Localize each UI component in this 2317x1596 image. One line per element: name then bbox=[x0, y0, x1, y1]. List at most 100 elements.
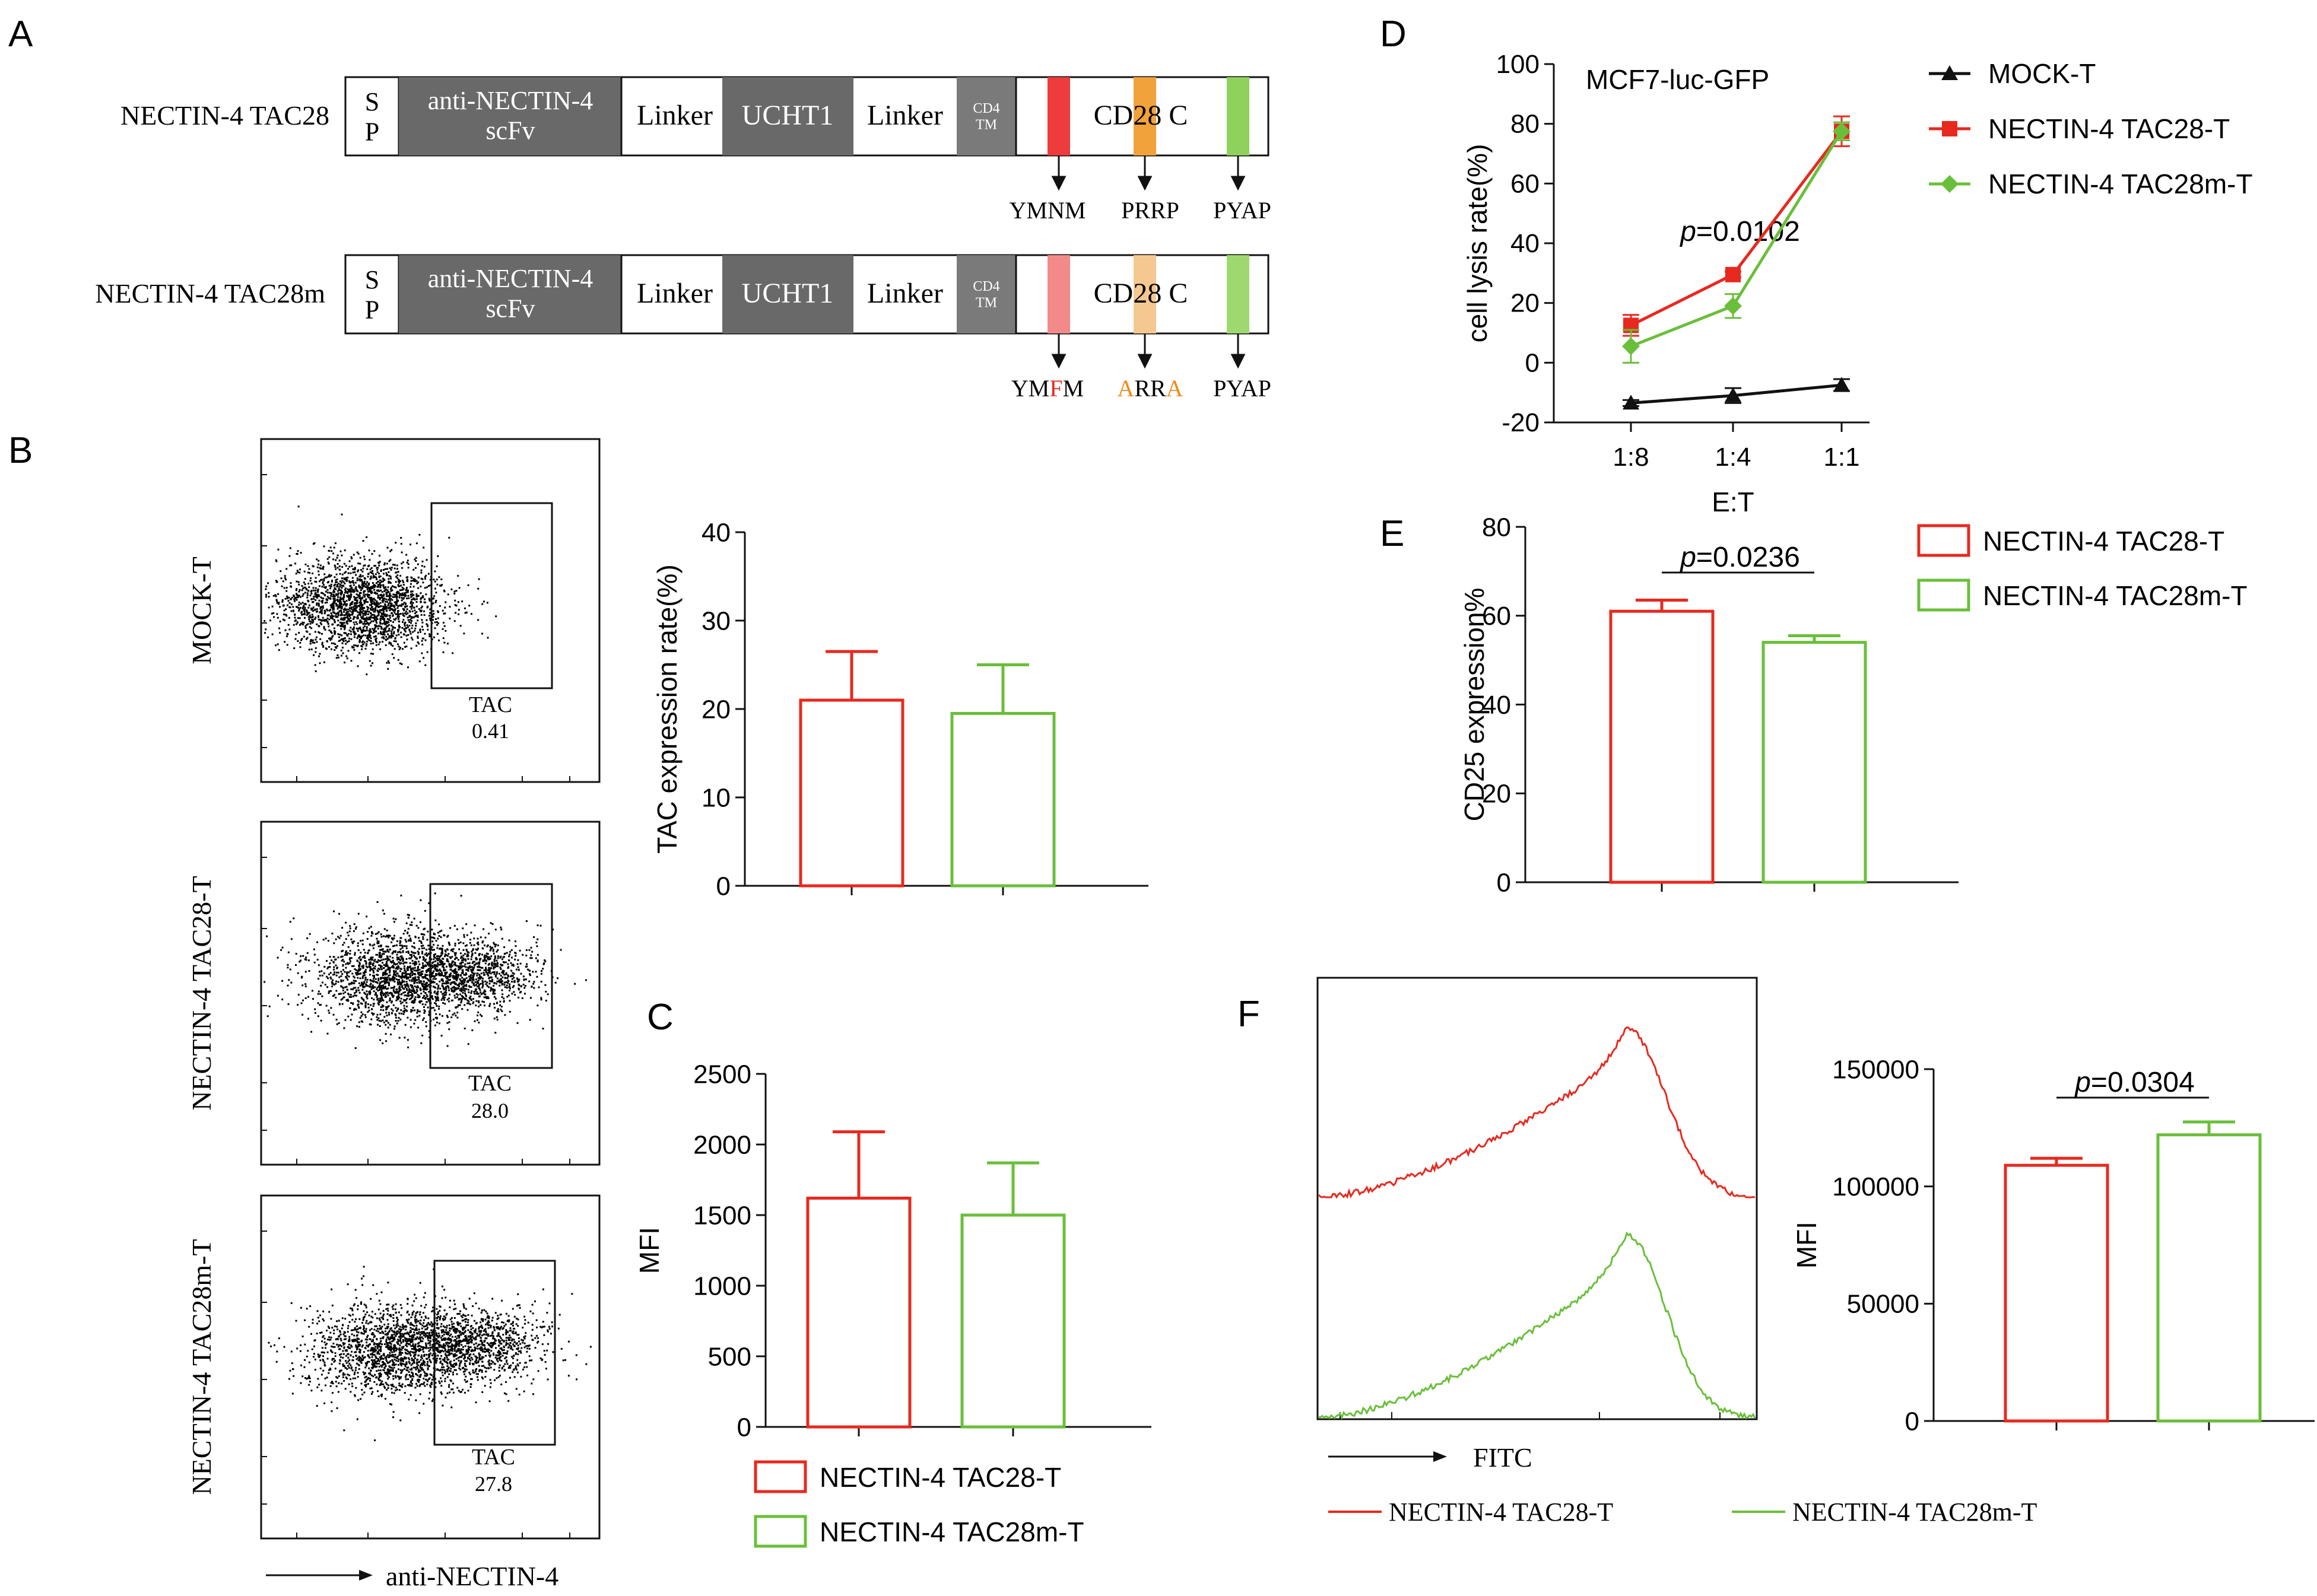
fitc-histogram: FITC NECTIN-4 TAC28-T NECTIN-4 TAC28m-T bbox=[1316, 977, 2037, 1527]
legend-label: NECTIN-4 TAC28-T bbox=[1389, 1498, 1613, 1527]
data-point bbox=[1941, 65, 1958, 80]
legend-swatch bbox=[1917, 524, 1970, 557]
chart-title: MCF7-luc-GFP bbox=[1586, 64, 1769, 95]
bar bbox=[1761, 641, 1867, 884]
y-axis-label: CD25 expression% bbox=[1459, 588, 1490, 822]
ucht1-label: UCHT1 bbox=[742, 278, 834, 309]
ucht1-domain bbox=[722, 77, 853, 155]
bar bbox=[950, 711, 1056, 888]
y-tick-label: 150000 bbox=[1832, 1055, 1919, 1084]
prrp-motif-bar bbox=[1134, 77, 1156, 155]
tm-domain bbox=[957, 77, 1016, 155]
legend-label: MOCK-T bbox=[1988, 58, 2096, 89]
x-tick-label: 1:4 bbox=[1715, 443, 1751, 472]
y-tick-label: 0 bbox=[716, 872, 731, 901]
motif-prrp: PRRP bbox=[1121, 197, 1179, 224]
y-tick-label: 500 bbox=[708, 1342, 751, 1371]
arra-motif-bar bbox=[1134, 255, 1156, 333]
legend-label: NECTIN-4 TAC28m-T bbox=[1983, 580, 2248, 611]
data-point bbox=[1942, 121, 1957, 136]
gate-label: TAC bbox=[469, 692, 512, 717]
series-1 bbox=[1623, 115, 1850, 337]
legend-swatch bbox=[754, 1460, 807, 1493]
legend-label: NECTIN-4 TAC28m-T bbox=[1988, 168, 2253, 199]
chart-cell-lysis: -20 0 20 40 60 80 100 1:8 1:4 1:1 E:T cell lysis ra… bbox=[1462, 50, 2253, 517]
linker2-label: Linker bbox=[867, 278, 943, 309]
ucht1-domain bbox=[722, 255, 853, 333]
gate-label: TAC bbox=[468, 1071, 512, 1096]
y-tick-label: 20 bbox=[702, 695, 731, 724]
series-0 bbox=[1623, 377, 1850, 410]
data-point bbox=[1725, 387, 1741, 402]
tm-label: CD4 TM bbox=[973, 279, 999, 311]
y-axis-label: MFI bbox=[1791, 1222, 1822, 1268]
chart-tac-expression: 0 10 20 30 40 TAC expression rate(%) bbox=[652, 518, 1148, 901]
motif-arrows bbox=[1051, 155, 1246, 191]
p-value-annotation: p=0.0304 bbox=[2074, 1067, 2195, 1098]
y-axis-label: MFI bbox=[634, 1227, 665, 1274]
y-tick-label: 40 bbox=[1482, 691, 1511, 720]
y-tick-label: 1500 bbox=[693, 1201, 751, 1230]
x-tick-label: 1:1 bbox=[1823, 443, 1859, 472]
linker2-label: Linker bbox=[867, 100, 943, 131]
p-value-annotation: p=0.0236 bbox=[1679, 542, 1800, 573]
y-tick-label: 100 bbox=[1496, 50, 1540, 79]
construct-name: NECTIN-4 TAC28m bbox=[95, 278, 325, 309]
legend-label: NECTIN-4 TAC28m-T bbox=[1792, 1498, 2037, 1527]
motif-arrows bbox=[1051, 333, 1246, 369]
panel-label-e: E bbox=[1380, 513, 1404, 554]
y-tick-label: 0 bbox=[1905, 1407, 1919, 1436]
motif-arra: ARRA bbox=[1117, 375, 1183, 402]
chart-mfi-c: 0 500 1000 1500 2000 2500 MFI NECTIN-4 TAC28-T N… bbox=[634, 1060, 1151, 1548]
flow-dots bbox=[264, 505, 497, 689]
bar bbox=[806, 1196, 912, 1429]
gate-label: TAC bbox=[472, 1445, 515, 1470]
data-point bbox=[1941, 175, 1959, 193]
bar bbox=[2004, 1163, 2109, 1423]
gate-value: 27.8 bbox=[475, 1472, 512, 1496]
panel-label-c: C bbox=[647, 997, 674, 1038]
motif-pyap: PYAP bbox=[1213, 197, 1271, 224]
data-point bbox=[1724, 297, 1742, 315]
y-tick-label: -20 bbox=[1502, 408, 1540, 437]
cd28-label: CD28 C bbox=[1094, 100, 1188, 131]
chart-cd25: 0 20 40 60 80 CD25 expression% p=0.0236 NECTIN-… bbox=[1459, 513, 2248, 897]
y-tick-label: 60 bbox=[1482, 602, 1511, 631]
legend-swatch bbox=[754, 1515, 807, 1548]
sample-label: NECTIN-4 TAC28-T bbox=[186, 876, 217, 1110]
flow-plot-frame bbox=[260, 1194, 601, 1540]
p-value-annotation: p=0.0102 bbox=[1679, 216, 1800, 247]
bar bbox=[1609, 609, 1715, 884]
gate-value: 0.41 bbox=[472, 719, 509, 743]
bar bbox=[2156, 1133, 2262, 1423]
y-tick-label: 0 bbox=[737, 1413, 751, 1442]
data-point bbox=[1623, 395, 1639, 410]
legend-label: NECTIN-4 TAC28-T bbox=[1983, 526, 2224, 557]
chart-mfi-f: 0 50000 100000 150000 MFI p=0.0304 bbox=[1791, 1055, 2315, 1436]
scfv-domain bbox=[399, 77, 621, 155]
motif-ymnm: YMNM bbox=[1010, 197, 1086, 224]
motif-ymfm: YMFM bbox=[1011, 375, 1084, 402]
panel-label-b: B bbox=[8, 430, 33, 471]
cd28-label: CD28 C bbox=[1094, 278, 1188, 309]
flow-dots bbox=[268, 1266, 592, 1442]
series-2 bbox=[1622, 121, 1851, 364]
y-tick-label: 60 bbox=[1510, 169, 1540, 198]
bar bbox=[960, 1213, 1066, 1429]
y-tick-label: 80 bbox=[1510, 110, 1540, 139]
ymnm-motif-bar bbox=[1048, 77, 1070, 155]
panel-label-d: D bbox=[1380, 14, 1407, 55]
data-point bbox=[1725, 266, 1741, 282]
histogram-x-label: FITC bbox=[1473, 1442, 1532, 1473]
tm-label: CD4 TM bbox=[973, 101, 999, 133]
legend-swatch bbox=[1917, 578, 1970, 612]
motif-pyap: PYAP bbox=[1213, 375, 1271, 402]
y-tick-label: 1000 bbox=[693, 1271, 751, 1301]
pyap-motif-bar bbox=[1227, 255, 1249, 333]
